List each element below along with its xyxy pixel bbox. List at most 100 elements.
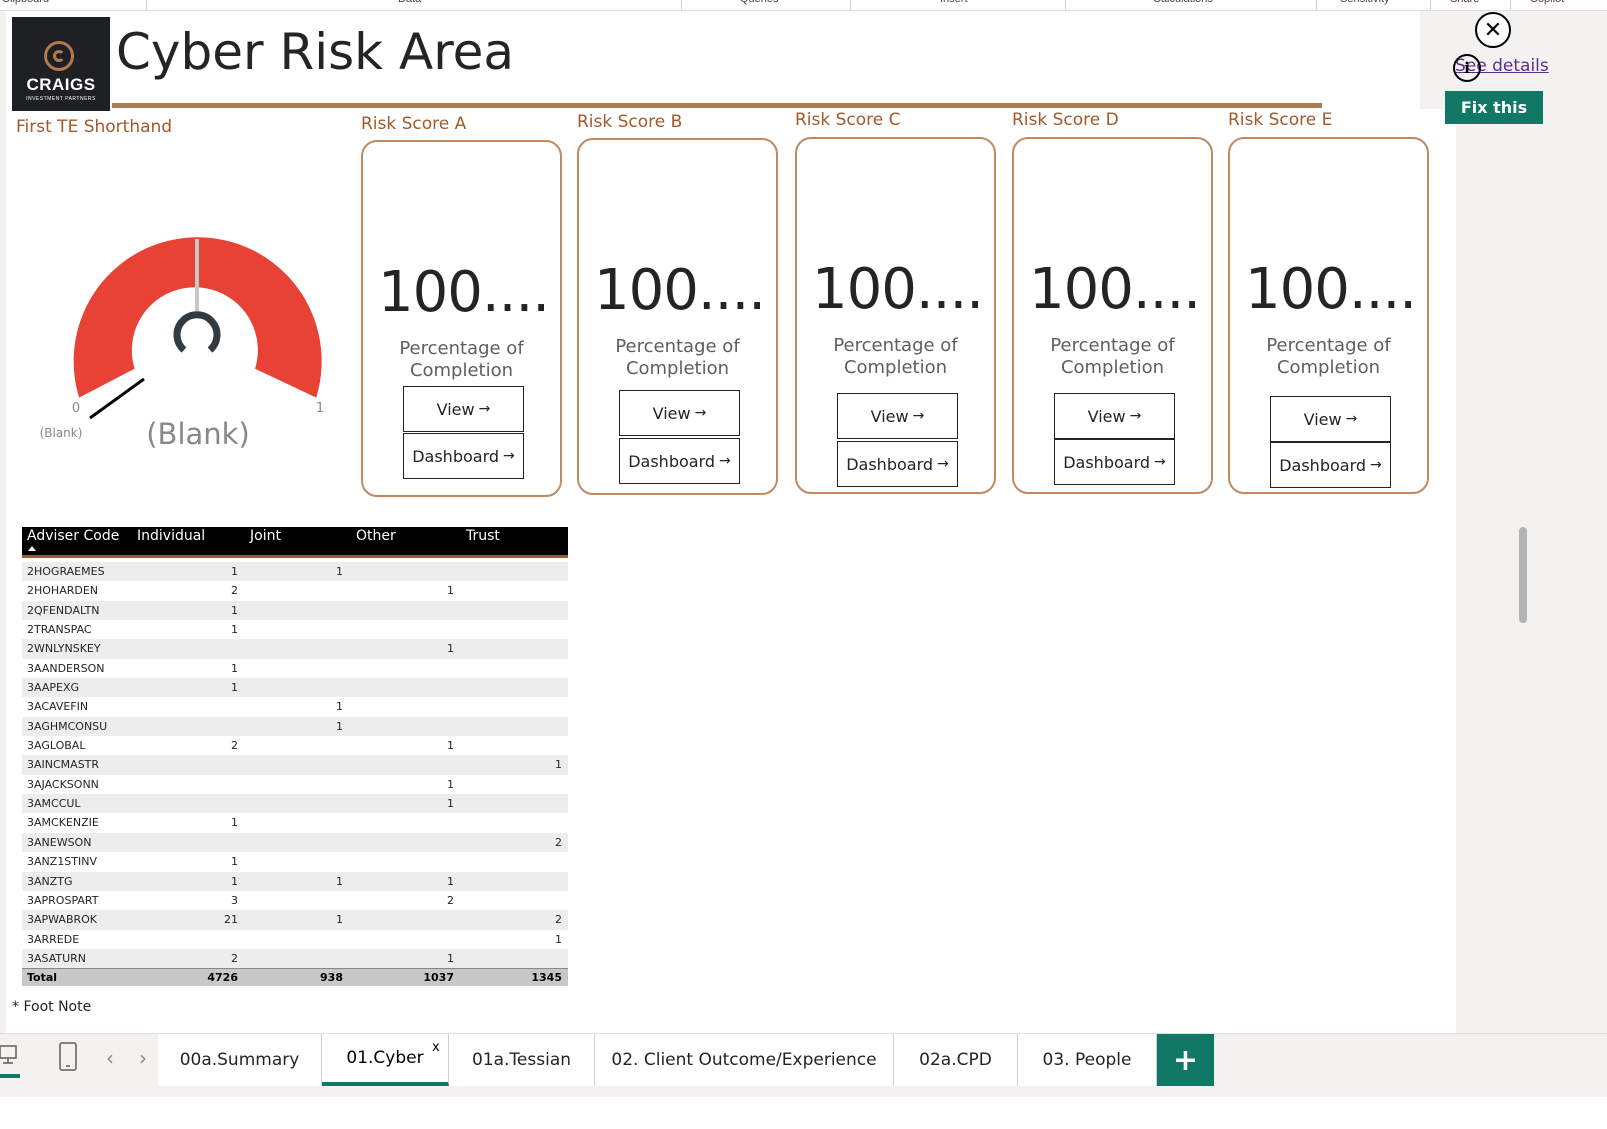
table-row[interactable]: 2HOGRAEMES 1 1 bbox=[22, 562, 568, 582]
dashboard-button[interactable]: Dashboard → bbox=[1054, 439, 1175, 485]
cell-adviser-code: 2TRANSPAC bbox=[27, 623, 92, 637]
dashboard-button[interactable]: Dashboard → bbox=[837, 441, 958, 487]
foot-note: * Foot Note bbox=[12, 999, 92, 1015]
view-button[interactable]: View → bbox=[403, 386, 524, 432]
add-page-button[interactable]: + bbox=[1157, 1034, 1214, 1086]
dashboard-button-label: Dashboard bbox=[412, 446, 500, 466]
table-row[interactable]: 3ANEWSON 2 bbox=[22, 832, 568, 853]
table-row[interactable]: 3AINCMASTR 1 bbox=[22, 755, 568, 775]
column-header-adviser-code[interactable]: Adviser Code bbox=[27, 528, 120, 544]
ribbon-separator bbox=[1065, 0, 1066, 10]
table-row[interactable]: 3APWABROK 21 1 2 bbox=[22, 910, 568, 930]
table-row[interactable]: 3AMCKENZIE 1 bbox=[22, 813, 568, 832]
risk-card-caption-line1: Percentage of bbox=[1050, 335, 1175, 356]
view-button[interactable]: View → bbox=[837, 393, 958, 439]
info-icon: i bbox=[1453, 54, 1481, 82]
view-button[interactable]: View → bbox=[1270, 396, 1391, 442]
tab-00a-summary[interactable]: 00a.Summary bbox=[158, 1034, 322, 1086]
risk-card-title-d: Risk Score D bbox=[1012, 110, 1119, 130]
ribbon-group-clipboard: Clipboard bbox=[2, 0, 49, 5]
risk-card-caption-line1: Percentage of bbox=[399, 338, 524, 359]
chevron-right-icon[interactable]: › bbox=[139, 1046, 147, 1070]
table-row[interactable]: 3AANDERSON 1 bbox=[22, 659, 568, 678]
cell-adviser-code: 3AINCMASTR bbox=[27, 758, 100, 772]
cell-individual: 1 bbox=[231, 603, 238, 617]
cell-individual: 2 bbox=[231, 584, 238, 598]
table-row[interactable]: 3AAPEXG 1 bbox=[22, 678, 568, 698]
table-row[interactable]: 3ANZ1STINV 1 bbox=[22, 852, 568, 871]
arrow-right-icon: → bbox=[1370, 457, 1382, 473]
chevron-left-icon[interactable]: ‹ bbox=[106, 1046, 114, 1070]
vertical-scrollbar[interactable] bbox=[1519, 527, 1527, 623]
dashboard-button-label: Dashboard bbox=[628, 451, 716, 471]
ribbon-group-queries: Queries bbox=[740, 0, 779, 5]
mobile-view-icon[interactable] bbox=[58, 1042, 78, 1072]
table-row[interactable]: 2HOHARDEN 2 1 bbox=[22, 581, 568, 600]
view-button[interactable]: View → bbox=[1054, 393, 1175, 439]
risk-card-caption: Percentage of Completion bbox=[363, 338, 560, 382]
column-header-other[interactable]: Other bbox=[356, 528, 396, 544]
gauge-value-label: (Blank) bbox=[146, 417, 250, 451]
risk-card-title-c: Risk Score C bbox=[795, 110, 901, 130]
cell-adviser-code: 3ANZTG bbox=[27, 874, 73, 888]
cell-trust: 2 bbox=[555, 913, 562, 927]
cell-adviser-code: 2HOGRAEMES bbox=[27, 565, 105, 578]
risk-card-caption-line1: Percentage of bbox=[615, 336, 740, 357]
table-total-row: Total 4726 938 1037 1345 bbox=[22, 968, 568, 987]
cell-adviser-code: 2WNLYNSKEY bbox=[27, 642, 101, 656]
gauge-target-label: (Blank) bbox=[40, 426, 83, 440]
ribbon-group-copilot: Copilot bbox=[1530, 0, 1564, 5]
bottom-strip bbox=[0, 1097, 1607, 1129]
tab-03-people[interactable]: 03. People bbox=[1018, 1034, 1157, 1086]
close-button[interactable]: ✕ bbox=[1475, 12, 1511, 48]
tab-01-cyber[interactable]: 01.Cyber bbox=[322, 1034, 449, 1086]
dashboard-button[interactable]: Dashboard → bbox=[619, 438, 740, 484]
gauge-chart[interactable]: 0 1 (Blank) (Blank) bbox=[6, 161, 346, 461]
cell-adviser-code: 3ANEWSON bbox=[27, 835, 92, 849]
tab-01a-tessian[interactable]: 01a.Tessian bbox=[449, 1034, 595, 1086]
column-header-individual[interactable]: Individual bbox=[137, 528, 206, 544]
title-divider bbox=[112, 103, 1322, 108]
risk-card-value: 100.... bbox=[811, 257, 984, 322]
table-row[interactable]: 3ACAVEFIN 1 bbox=[22, 697, 568, 716]
column-header-joint[interactable]: Joint bbox=[250, 528, 281, 544]
cell-trust: 2 bbox=[555, 835, 562, 849]
cell-individual: 2 bbox=[231, 951, 238, 965]
table-row[interactable]: 3AGHMCONSU 1 bbox=[22, 716, 568, 737]
tab-label: 03. People bbox=[1042, 1050, 1132, 1070]
sort-ascending-icon[interactable] bbox=[28, 546, 36, 551]
tab-02-client-outcome-experience[interactable]: 02. Client Outcome/Experience bbox=[595, 1034, 894, 1086]
tab-close-icon[interactable]: x bbox=[432, 1040, 440, 1055]
cell-trust: 1 bbox=[555, 758, 562, 772]
risk-card-title-a: Risk Score A bbox=[361, 114, 467, 134]
cell-adviser-code: 3APROSPART bbox=[27, 893, 99, 907]
table-row[interactable]: 3ASATURN 2 1 bbox=[22, 948, 568, 969]
cell-individual: 1 bbox=[231, 855, 238, 869]
cell-adviser-code: 3ACAVEFIN bbox=[27, 700, 89, 714]
dashboard-button[interactable]: Dashboard → bbox=[1270, 442, 1391, 488]
logo-subtitle: INVESTMENT PARTNERS bbox=[26, 96, 96, 102]
table-row[interactable]: 2WNLYNSKEY 1 bbox=[22, 639, 568, 659]
desktop-view-icon[interactable] bbox=[0, 1044, 20, 1078]
risk-card-caption-line2: Completion bbox=[1060, 357, 1165, 378]
cell-individual: 2 bbox=[231, 739, 238, 753]
table-row[interactable]: 3AJACKSONN 1 bbox=[22, 775, 568, 794]
cell-individual: 1 bbox=[231, 681, 238, 695]
column-header-trust[interactable]: Trust bbox=[466, 528, 500, 544]
table-row[interactable]: 2QFENDALTN 1 bbox=[22, 600, 568, 621]
adviser-matrix-table[interactable]: Adviser Code Individual Joint Other Trus… bbox=[22, 527, 568, 987]
cell-adviser-code: 3ASATURN bbox=[27, 951, 87, 965]
table-row[interactable]: 3APROSPART 3 2 bbox=[22, 891, 568, 910]
tab-02a-cpd[interactable]: 02a.CPD bbox=[894, 1034, 1018, 1086]
dashboard-button[interactable]: Dashboard → bbox=[403, 433, 524, 479]
table-row[interactable]: 3ANZTG 1 1 1 bbox=[22, 871, 568, 891]
cell-other: 1 bbox=[447, 797, 454, 811]
table-row[interactable]: 3ARREDE 1 bbox=[22, 930, 568, 949]
table-row[interactable]: 3AGLOBAL 2 1 bbox=[22, 736, 568, 755]
table-row[interactable]: 2TRANSPAC 1 bbox=[22, 620, 568, 639]
risk-card-caption-line2: Completion bbox=[625, 358, 730, 379]
page-title: Cyber Risk Area bbox=[116, 23, 515, 81]
view-button[interactable]: View → bbox=[619, 390, 740, 436]
fix-this-button[interactable]: Fix this bbox=[1445, 91, 1543, 124]
table-row[interactable]: 3AMCCUL 1 bbox=[22, 794, 568, 814]
